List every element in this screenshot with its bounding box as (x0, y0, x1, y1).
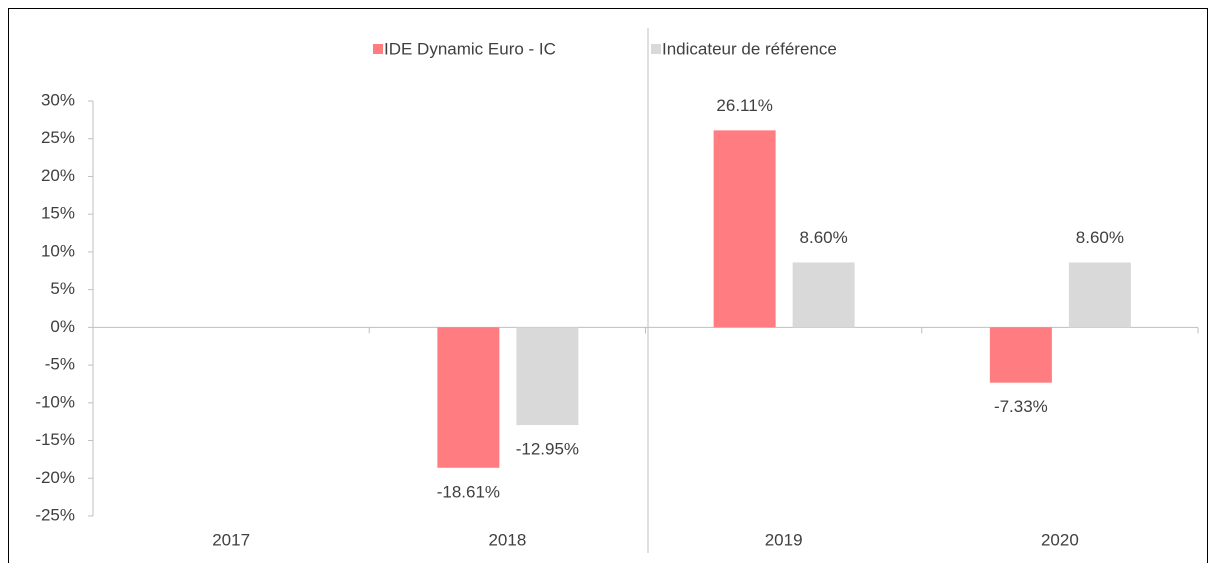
x-tick-label: 2017 (212, 530, 250, 549)
x-tick-label: 2020 (1041, 530, 1079, 549)
data-label: 8.60% (1076, 228, 1124, 247)
legend-label: IDE Dynamic Euro - IC (384, 39, 556, 58)
data-label: -7.33% (994, 397, 1048, 416)
bar (713, 130, 776, 328)
y-tick-label: -25% (35, 505, 75, 524)
y-tick-label: -10% (35, 392, 75, 411)
data-label: 26.11% (716, 96, 772, 115)
y-tick-label: -5% (45, 355, 75, 374)
y-tick-label: 30% (41, 90, 75, 109)
y-tick-label: 5% (50, 279, 75, 298)
legend-swatch (373, 44, 383, 54)
y-tick-label: 20% (41, 166, 75, 185)
data-label: 8.60% (800, 228, 848, 247)
y-tick-label: -20% (35, 468, 75, 487)
y-tick-label: 0% (50, 317, 75, 336)
bar (792, 262, 855, 328)
legend-swatch (651, 44, 661, 54)
frame (8, 8, 1208, 563)
bar (1068, 262, 1131, 328)
bar (989, 327, 1052, 383)
data-label: -18.61% (437, 482, 500, 501)
y-tick-label: 10% (41, 241, 75, 260)
y-tick-label: 25% (41, 128, 75, 147)
y-tick-label: -15% (35, 430, 75, 449)
bar (516, 327, 579, 426)
y-tick-label: 15% (41, 204, 75, 223)
x-tick-label: 2018 (488, 530, 526, 549)
legend-label: Indicateur de référence (662, 39, 837, 58)
x-tick-label: 2019 (765, 530, 803, 549)
bar (437, 327, 500, 468)
data-label: -12.95% (516, 440, 579, 459)
